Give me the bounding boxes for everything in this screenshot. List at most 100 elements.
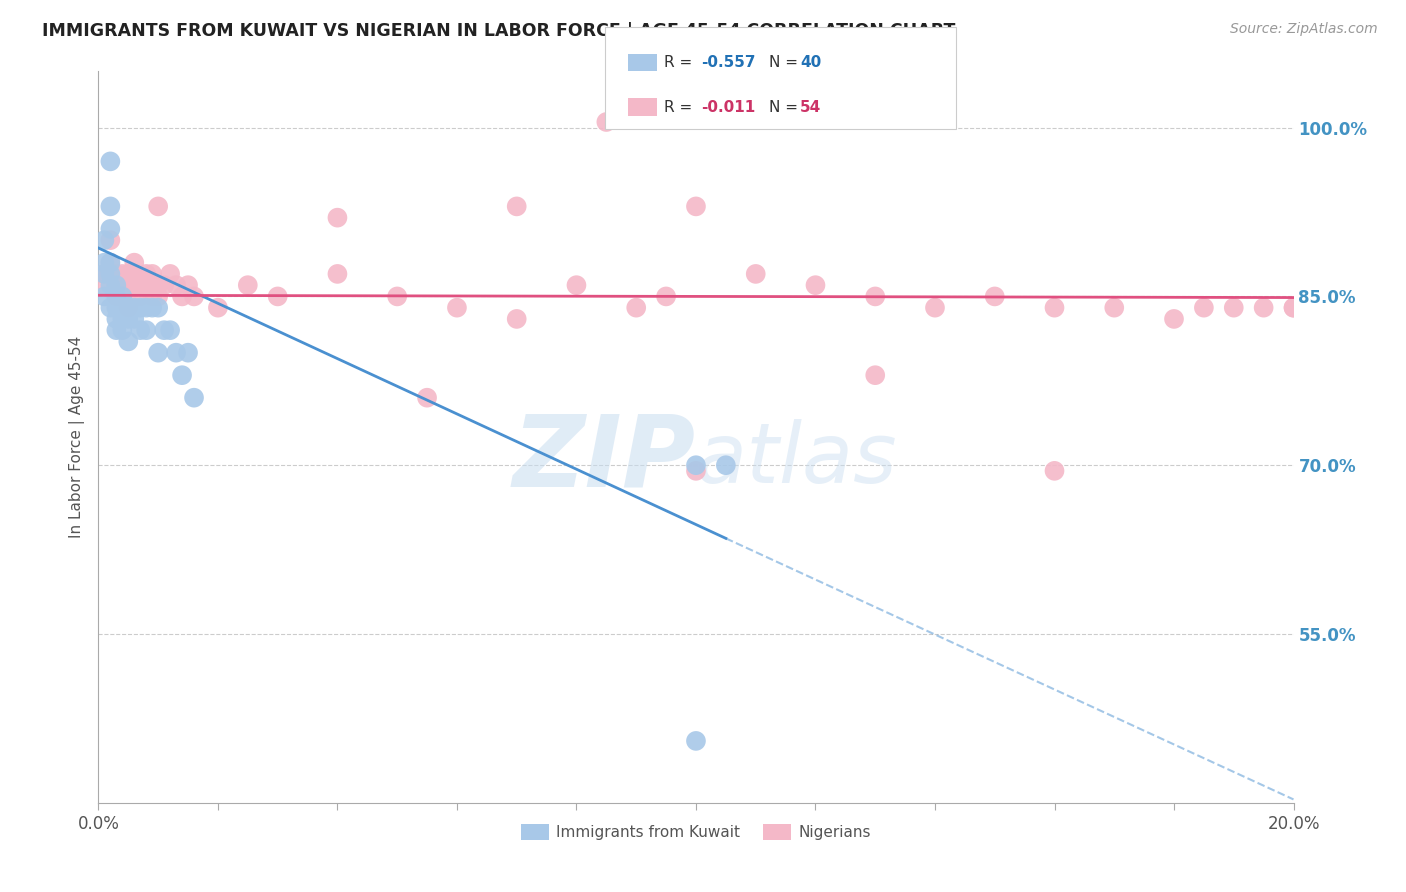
Point: [1163, 312, 1185, 326]
Point: [93, 267, 115, 281]
Point: [165, 345, 187, 359]
Point: [326, 267, 349, 281]
Point: [685, 464, 707, 478]
Point: [1282, 301, 1305, 315]
Point: [111, 267, 134, 281]
Point: [865, 289, 887, 303]
Point: [626, 301, 648, 315]
Point: [745, 267, 768, 281]
Point: [117, 334, 139, 349]
Point: [159, 267, 181, 281]
Point: [165, 278, 187, 293]
Text: 40: 40: [800, 55, 821, 70]
Point: [98, 255, 122, 269]
Point: [105, 301, 128, 315]
Text: -0.557: -0.557: [702, 55, 756, 70]
Point: [98, 255, 122, 269]
Point: [98, 278, 122, 293]
Point: [105, 278, 128, 293]
Point: [267, 289, 290, 303]
Text: atlas: atlas: [696, 418, 897, 500]
Point: [124, 267, 146, 281]
Point: [129, 323, 152, 337]
Point: [141, 301, 163, 315]
Point: [177, 278, 200, 293]
Point: [111, 312, 134, 326]
Point: [183, 289, 205, 303]
Point: [124, 301, 146, 315]
Point: [506, 312, 529, 326]
Point: [124, 255, 146, 269]
Point: [117, 312, 139, 326]
Point: [129, 301, 152, 315]
Point: [183, 391, 205, 405]
Point: [506, 199, 529, 213]
Point: [595, 115, 617, 129]
Point: [135, 301, 157, 315]
Point: [446, 301, 468, 315]
Point: [148, 289, 170, 303]
Point: [236, 278, 259, 293]
Point: [1282, 301, 1305, 315]
Point: [129, 278, 152, 293]
Point: [124, 312, 146, 326]
Point: [98, 233, 122, 247]
Text: N =: N =: [769, 55, 803, 70]
Text: 54: 54: [800, 100, 821, 114]
Point: [1223, 301, 1246, 315]
Legend: Immigrants from Kuwait, Nigerians: Immigrants from Kuwait, Nigerians: [515, 818, 877, 847]
Point: [148, 301, 170, 315]
Point: [93, 289, 115, 303]
Y-axis label: In Labor Force | Age 45-54: In Labor Force | Age 45-54: [69, 336, 86, 538]
Point: [1043, 464, 1066, 478]
Text: N =: N =: [769, 100, 803, 114]
Text: -0.011: -0.011: [702, 100, 756, 114]
Point: [685, 458, 707, 473]
Point: [111, 301, 134, 315]
Point: [135, 278, 157, 293]
Point: [326, 211, 349, 225]
Point: [105, 323, 128, 337]
Point: [1253, 301, 1275, 315]
Point: [105, 312, 128, 326]
Point: [98, 154, 122, 169]
Point: [105, 278, 128, 293]
Point: [124, 278, 146, 293]
Point: [93, 255, 115, 269]
Text: IMMIGRANTS FROM KUWAIT VS NIGERIAN IN LABOR FORCE | AGE 45-54 CORRELATION CHART: IMMIGRANTS FROM KUWAIT VS NIGERIAN IN LA…: [42, 22, 956, 40]
Text: ZIP: ZIP: [513, 410, 696, 508]
Text: R =: R =: [664, 100, 697, 114]
Point: [135, 323, 157, 337]
Point: [924, 301, 946, 315]
Point: [141, 267, 163, 281]
Point: [984, 289, 1007, 303]
Point: [111, 289, 134, 303]
Point: [685, 734, 707, 748]
Point: [98, 301, 122, 315]
Point: [148, 345, 170, 359]
Point: [714, 458, 737, 473]
Point: [159, 323, 181, 337]
Point: [111, 323, 134, 337]
Point: [93, 233, 115, 247]
Point: [141, 289, 163, 303]
Point: [117, 278, 139, 293]
Point: [93, 267, 115, 281]
Point: [207, 301, 229, 315]
Point: [148, 278, 170, 293]
Point: [865, 368, 887, 383]
Point: [804, 278, 827, 293]
Point: [98, 267, 122, 281]
Point: [98, 267, 122, 281]
Point: [172, 289, 194, 303]
Point: [153, 323, 176, 337]
Point: [105, 267, 128, 281]
Point: [117, 301, 139, 315]
Point: [385, 289, 409, 303]
Point: [148, 199, 170, 213]
Point: [135, 267, 157, 281]
Point: [105, 289, 128, 303]
Point: [655, 289, 678, 303]
Point: [685, 199, 707, 213]
Point: [1192, 301, 1215, 315]
